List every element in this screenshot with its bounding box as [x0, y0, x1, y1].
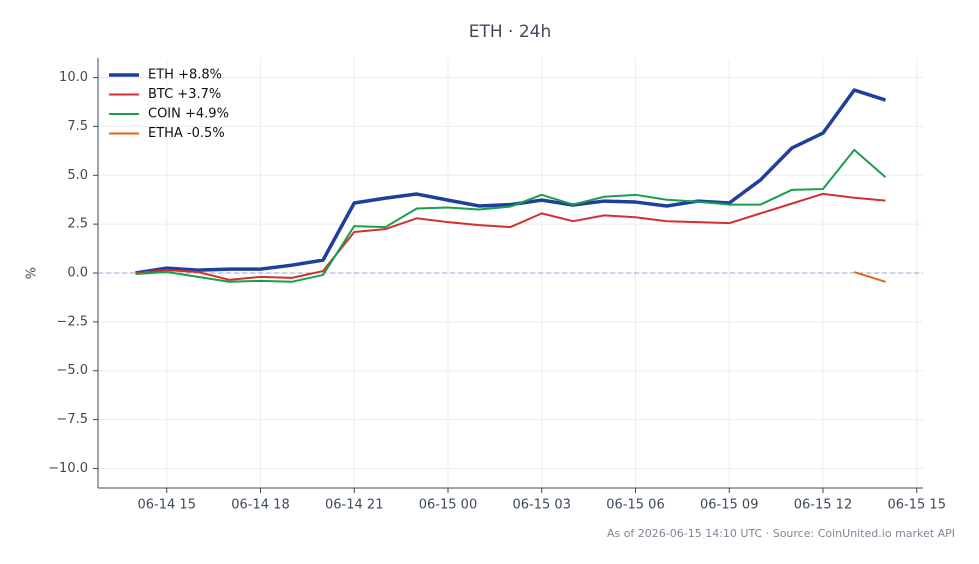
legend-label: ETH +8.8% [148, 68, 222, 83]
x-tick-label: 06-15 09 [700, 498, 758, 513]
y-tick-label: −2.5 [56, 314, 88, 329]
legend-label: COIN +4.9% [148, 107, 229, 122]
x-tick-label: 06-15 00 [419, 498, 477, 513]
y-tick-label: 5.0 [67, 168, 88, 183]
x-tick-label: 06-15 15 [888, 498, 946, 513]
y-tick-label: 0.0 [67, 266, 88, 281]
y-tick-label: −5.0 [56, 363, 88, 378]
series-line [135, 148, 887, 283]
series-line [853, 271, 886, 283]
y-tick-label: 2.5 [67, 217, 88, 232]
y-tick-label: 10.0 [59, 70, 88, 85]
y-tick-label: 7.5 [67, 119, 88, 134]
series-line [135, 88, 887, 275]
x-tick-label: 06-14 21 [325, 498, 383, 513]
y-tick-label: −10.0 [48, 461, 88, 476]
series-line [135, 192, 886, 281]
x-tick-label: 06-14 18 [231, 498, 289, 513]
y-tick-label: −7.5 [56, 412, 88, 427]
x-tick-label: 06-15 03 [513, 498, 571, 513]
legend-label: ETHA -0.5% [148, 126, 225, 141]
x-tick-label: 06-15 12 [794, 498, 852, 513]
x-tick-label: 06-15 06 [606, 498, 664, 513]
x-tick-label: 06-14 15 [138, 498, 196, 513]
footnote: As of 2026-06-15 14:10 UTC · Source: Coi… [607, 527, 955, 540]
chart-title: ETH · 24h [469, 22, 552, 42]
legend-label: BTC +3.7% [148, 87, 221, 102]
y-axis-label: % [25, 267, 40, 279]
